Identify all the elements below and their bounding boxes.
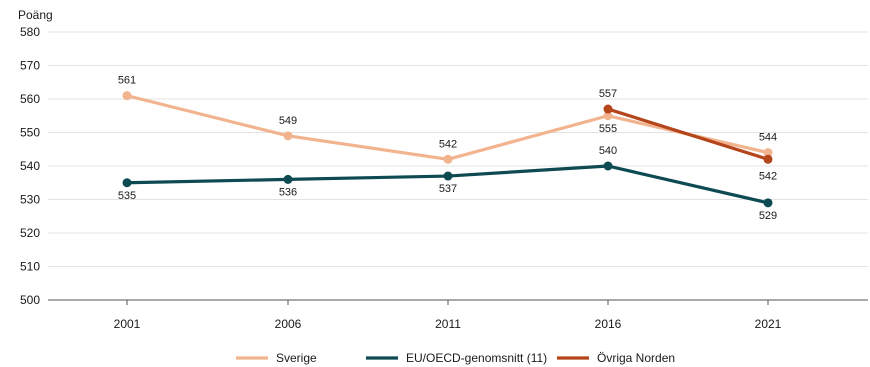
x-tick-label-2021: 2021	[755, 317, 782, 331]
point-eu-oecd-genomsnitt-11-2021	[763, 198, 773, 208]
x-tick-label-2001: 2001	[114, 317, 141, 331]
point-sverige-2021	[763, 148, 773, 158]
point-sverige-2006	[283, 131, 293, 141]
x-tick-label-2006: 2006	[275, 317, 302, 331]
y-axis-title: Poäng	[18, 8, 53, 22]
data-label-vriga-norden-2021: 542	[759, 170, 777, 182]
point-sverige-2001	[122, 91, 132, 101]
point-sverige-2016	[603, 111, 613, 121]
data-label-eu-oecd-genomsnitt-11-2021: 529	[759, 210, 777, 222]
y-tick-label-570: 570	[20, 59, 40, 73]
point-eu-oecd-genomsnitt-11-2016	[603, 161, 613, 171]
legend: Sverige EU/OECD-genomsnitt (11) Övriga Nor…	[236, 351, 675, 365]
y-tick-label-510: 510	[20, 260, 40, 274]
x-tick-label-2016: 2016	[595, 317, 622, 331]
grid	[48, 31, 868, 267]
point-vriga-norden-2016	[603, 104, 613, 114]
data-label-vriga-norden-2016: 557	[599, 88, 617, 100]
data-label-sverige-2001: 561	[118, 75, 136, 87]
legend-label-sverige: Sverige	[276, 351, 317, 365]
data-label-eu-oecd-genomsnitt-11-2006: 536	[279, 186, 297, 198]
y-tick-label-550: 550	[20, 126, 40, 140]
legend-label-eu-oecd-genomsnitt-11: EU/OECD-genomsnitt (11)	[406, 351, 547, 365]
y-tick-label-560: 560	[20, 92, 40, 106]
y-axis-ticks: 500 510 520 530 540 550 560 570 580	[20, 25, 40, 307]
y-tick-label-520: 520	[20, 226, 40, 240]
data-labels: 561 549 542 555 544 535 536 537 540 529 557 542	[118, 75, 777, 222]
point-sverige-2011	[443, 154, 453, 164]
data-label-sverige-2016: 555	[599, 123, 617, 135]
data-label-eu-oecd-genomsnitt-11-2001: 535	[118, 190, 136, 202]
y-tick-label-580: 580	[20, 25, 40, 39]
data-label-sverige-2006: 549	[279, 115, 297, 127]
point-eu-oecd-genomsnitt-11-2011	[443, 171, 453, 181]
y-tick-label-530: 530	[20, 193, 40, 207]
data-label-sverige-2021: 544	[759, 132, 777, 144]
data-label-eu-oecd-genomsnitt-11-2011: 537	[439, 183, 457, 195]
point-eu-oecd-genomsnitt-11-2006	[283, 174, 293, 184]
series-line-vriga-norden	[606, 107, 770, 161]
series-group	[122, 91, 773, 208]
legend-label-vriga-norden: Övriga Norden	[597, 351, 675, 365]
y-tick-label-500: 500	[20, 293, 40, 307]
x-axis-ticks: 2001 2006 2011 2016 2021	[114, 300, 782, 331]
data-label-sverige-2011: 542	[439, 138, 457, 150]
data-label-eu-oecd-genomsnitt-11-2016: 540	[599, 145, 617, 157]
point-eu-oecd-genomsnitt-11-2001	[122, 178, 132, 188]
y-tick-label-540: 540	[20, 159, 40, 173]
x-tick-label-2011: 2011	[435, 317, 461, 331]
point-vriga-norden-2021	[763, 154, 773, 164]
